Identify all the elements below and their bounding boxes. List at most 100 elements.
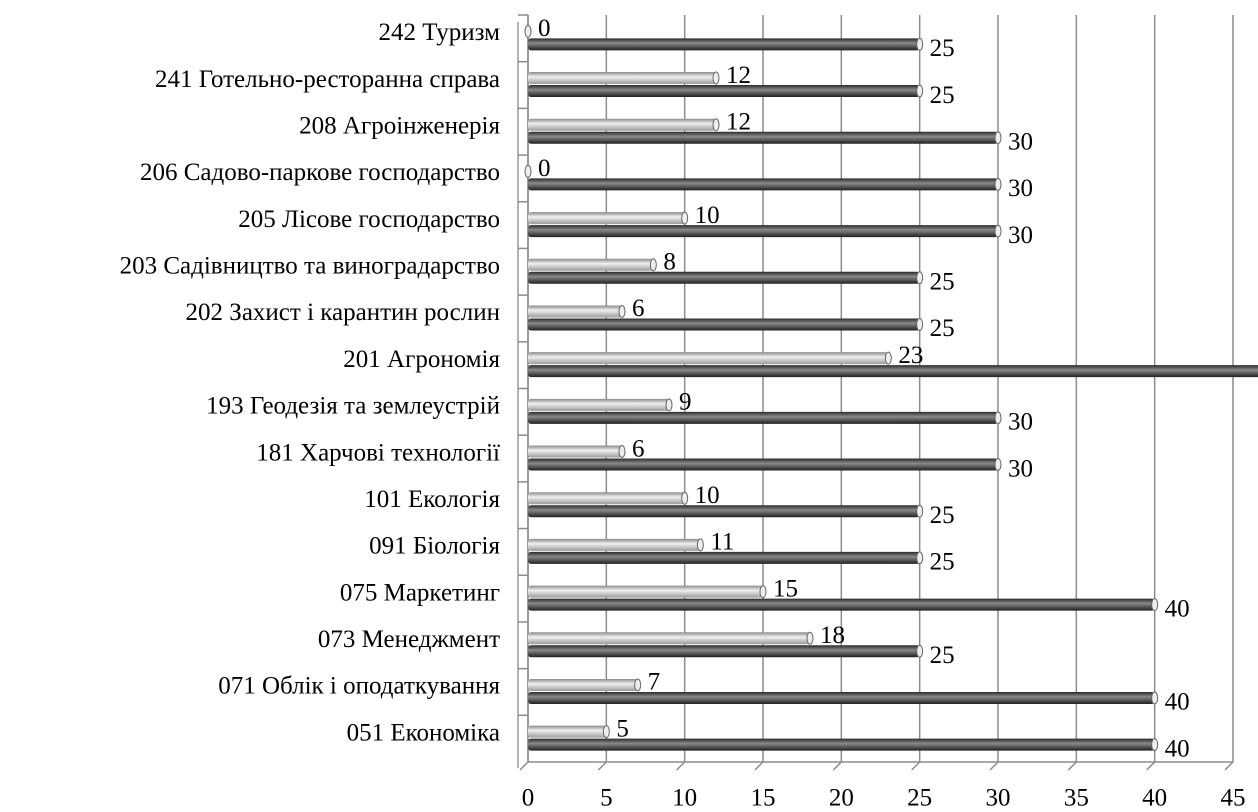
x-tick bbox=[519, 761, 529, 771]
x-tick bbox=[989, 761, 999, 771]
y-tick-label: 101 Екологія bbox=[364, 486, 500, 513]
data-label: 18 bbox=[820, 622, 845, 649]
data-label: 10 bbox=[695, 202, 720, 229]
bar bbox=[528, 305, 622, 318]
bar bbox=[528, 691, 1155, 704]
y-tick-label: 051 Економіка bbox=[347, 719, 500, 746]
bar-cap bbox=[916, 644, 924, 658]
bar bbox=[528, 678, 638, 691]
y-tick-label: 208 Агроінженерія bbox=[299, 112, 500, 139]
y-tick-label: 205 Лісове господарство bbox=[238, 206, 500, 233]
data-label: 40 bbox=[1165, 689, 1190, 716]
bar-cap bbox=[665, 398, 673, 412]
bar-cap bbox=[649, 258, 657, 272]
x-tick-label: 15 bbox=[751, 785, 776, 812]
bar-cap bbox=[696, 538, 704, 552]
bar bbox=[528, 411, 998, 424]
data-label: 5 bbox=[616, 715, 629, 742]
data-label: 30 bbox=[1008, 128, 1033, 155]
y-tick-label: 201 Агрономія bbox=[343, 346, 500, 373]
data-label: 11 bbox=[710, 529, 734, 556]
bar-cap bbox=[1151, 691, 1159, 705]
y-tick-label: 075 Маркетинг bbox=[340, 579, 500, 606]
bar-cap bbox=[916, 317, 924, 331]
bar-cap bbox=[916, 551, 924, 565]
bar-cap bbox=[994, 458, 1002, 472]
bar bbox=[528, 398, 669, 411]
data-label: 40 bbox=[1165, 595, 1190, 622]
x-tick-label: 5 bbox=[600, 785, 613, 812]
data-label: 15 bbox=[773, 575, 798, 602]
y-tick-label: 071 Облік і оподаткування bbox=[218, 673, 500, 700]
data-label: 30 bbox=[1008, 222, 1033, 249]
x-tick bbox=[597, 761, 607, 771]
bar-cap bbox=[634, 678, 642, 692]
bar-cap bbox=[681, 491, 689, 505]
bar bbox=[528, 505, 920, 518]
x-tick bbox=[832, 761, 842, 771]
x-tick-label: 40 bbox=[1142, 785, 1167, 812]
bar bbox=[528, 212, 685, 225]
bar-cap bbox=[618, 445, 626, 459]
data-label: 10 bbox=[695, 482, 720, 509]
bar bbox=[528, 445, 622, 458]
bar-cap bbox=[806, 631, 814, 645]
bar-cap bbox=[618, 304, 626, 318]
data-label: 30 bbox=[1008, 455, 1033, 482]
bar bbox=[528, 738, 1155, 751]
data-label: 0 bbox=[538, 155, 551, 182]
data-label: 8 bbox=[663, 249, 676, 276]
data-label: 25 bbox=[930, 35, 955, 62]
data-label: 25 bbox=[930, 502, 955, 529]
y-tick-label: 091 Біологія bbox=[369, 533, 500, 560]
data-label: 12 bbox=[726, 62, 751, 89]
y-tick-label: 073 Менеджмент bbox=[318, 626, 500, 653]
bar bbox=[528, 72, 716, 85]
x-tick-label: 0 bbox=[522, 785, 535, 812]
bar-cap bbox=[916, 271, 924, 285]
data-label: 23 bbox=[898, 342, 923, 369]
bar bbox=[528, 178, 998, 191]
data-label: 25 bbox=[930, 82, 955, 109]
data-label: 12 bbox=[726, 108, 751, 135]
y-tick-label: 241 Готельно-ресторанна справа bbox=[155, 66, 500, 93]
bar-cap bbox=[712, 71, 720, 85]
x-tick bbox=[676, 761, 686, 771]
bar-cap bbox=[916, 84, 924, 98]
bar-cap bbox=[681, 211, 689, 225]
data-label: 25 bbox=[930, 549, 955, 576]
y-tick-label: 181 Харчові технології bbox=[256, 439, 500, 466]
bar bbox=[528, 318, 920, 331]
bar-cap bbox=[524, 164, 532, 178]
x-tick bbox=[1224, 761, 1234, 771]
bar bbox=[528, 271, 920, 284]
data-label: 40 bbox=[1165, 735, 1190, 762]
bar bbox=[528, 632, 810, 645]
x-tick bbox=[754, 761, 764, 771]
bar-cap bbox=[759, 585, 767, 599]
bar-cap bbox=[602, 725, 610, 739]
bar bbox=[528, 352, 889, 365]
bar-cap bbox=[524, 24, 532, 38]
bar-cap bbox=[994, 224, 1002, 238]
bar bbox=[528, 258, 654, 271]
bar-cap bbox=[994, 177, 1002, 191]
data-label: 6 bbox=[632, 295, 645, 322]
x-tick bbox=[911, 761, 921, 771]
data-label: 30 bbox=[1008, 409, 1033, 436]
data-label: 9 bbox=[679, 389, 692, 416]
bar-cap bbox=[1151, 598, 1159, 612]
bar-cap bbox=[1151, 738, 1159, 752]
x-tick bbox=[1146, 761, 1156, 771]
data-label: 25 bbox=[930, 642, 955, 669]
x-tick-label: 30 bbox=[986, 785, 1011, 812]
x-tick bbox=[1067, 761, 1077, 771]
data-label: 30 bbox=[1008, 175, 1033, 202]
y-tick-label: 193 Геодезія та землеустрій bbox=[206, 393, 500, 420]
bar bbox=[528, 645, 920, 658]
bar bbox=[528, 492, 685, 505]
x-tick-label: 10 bbox=[672, 785, 697, 812]
bar-cap bbox=[994, 411, 1002, 425]
x-tick-label: 20 bbox=[829, 785, 854, 812]
